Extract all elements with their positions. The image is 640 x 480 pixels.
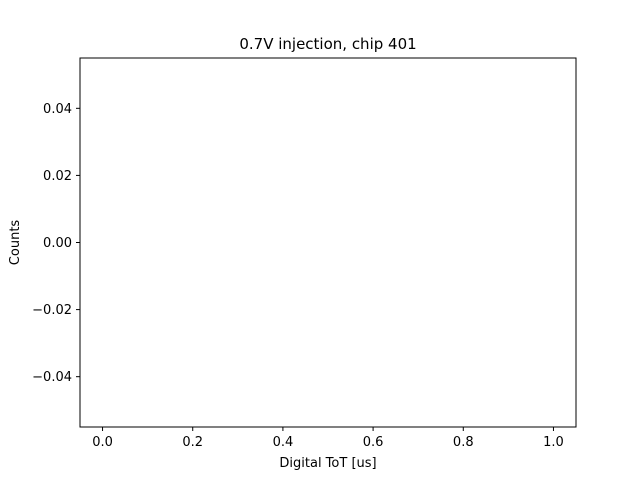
y-tick-label: 0.04 <box>43 102 72 117</box>
x-tick-label: 0.4 <box>273 435 294 450</box>
y-tick-label: 0.02 <box>43 169 72 184</box>
x-tick-label: 0.2 <box>182 435 203 450</box>
x-axis-label: Digital ToT [us] <box>279 456 376 471</box>
y-axis-ticks: −0.04 −0.02 0.00 0.02 0.04 <box>32 102 80 385</box>
y-tick-label: −0.02 <box>32 303 72 318</box>
y-tick-label: 0.00 <box>43 236 72 251</box>
y-axis-label: Counts <box>8 220 23 266</box>
x-tick-label: 0.8 <box>453 435 474 450</box>
plot-frame <box>79 57 577 428</box>
plot-area <box>80 58 576 427</box>
y-tick-label: −0.04 <box>32 370 72 385</box>
chart-title: 0.7V injection, chip 401 <box>239 35 416 53</box>
x-axis-ticks: 0.0 0.2 0.4 0.6 0.8 1.0 <box>92 427 564 450</box>
x-tick-label: 0.6 <box>363 435 384 450</box>
x-tick-label: 1.0 <box>543 435 564 450</box>
x-tick-label: 0.0 <box>92 435 113 450</box>
